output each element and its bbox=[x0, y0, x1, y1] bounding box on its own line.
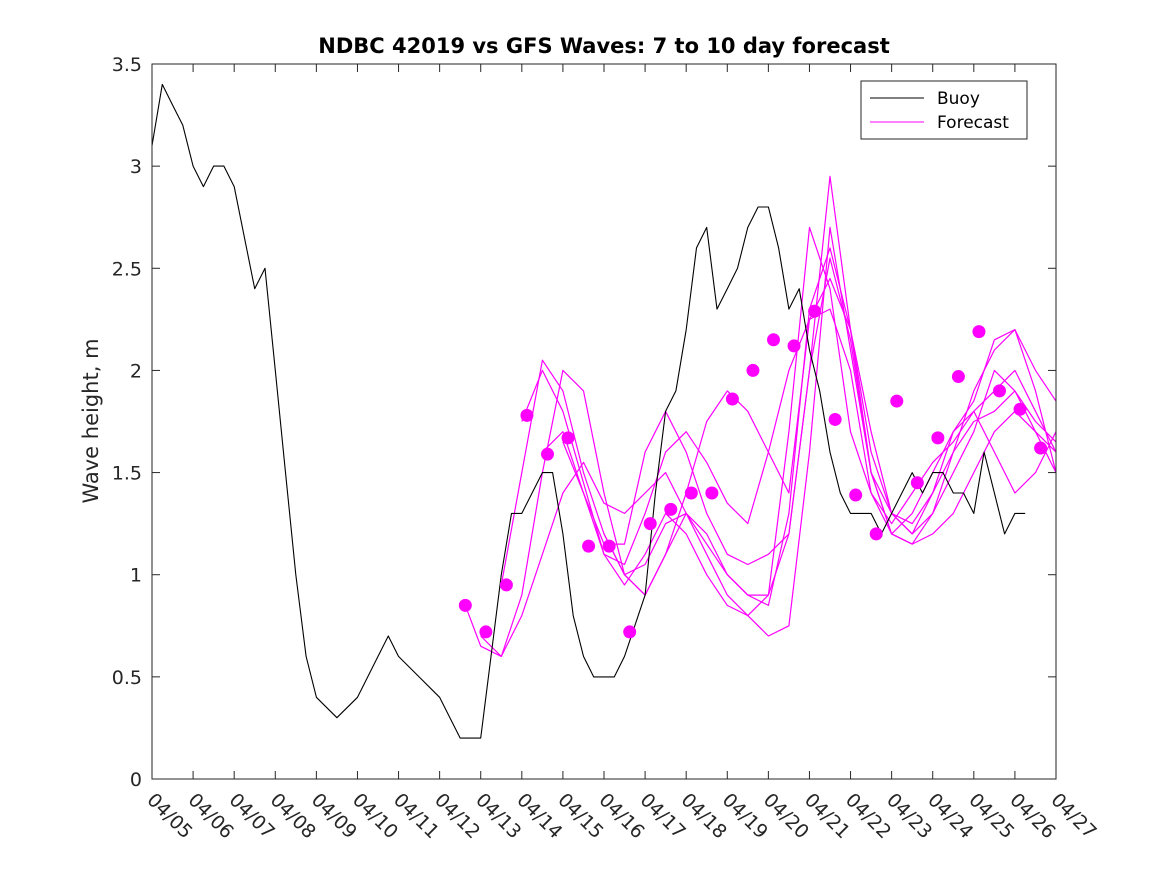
forecast-marker bbox=[767, 333, 780, 347]
forecast-marker bbox=[602, 539, 616, 553]
forecast-marker bbox=[910, 476, 924, 490]
forecast-line bbox=[562, 257, 1057, 566]
forecast-marker bbox=[541, 447, 554, 461]
y-tick-label: 3.5 bbox=[112, 54, 142, 76]
plot-area bbox=[152, 64, 1056, 779]
forecast-marker bbox=[561, 431, 575, 445]
forecast-marker bbox=[951, 370, 965, 384]
buoy-line bbox=[151, 83, 1026, 739]
forecast-marker bbox=[643, 517, 657, 531]
forecast-marker bbox=[993, 384, 1006, 398]
forecast-marker bbox=[520, 408, 534, 422]
y-tick-label: 0.5 bbox=[112, 667, 142, 689]
y-axis: 0 0.5 1 1.5 2 2.5 3 3.5 bbox=[112, 54, 1056, 791]
buoy-line-group bbox=[151, 83, 1026, 739]
legend-forecast-label: Forecast bbox=[937, 113, 1009, 133]
forecast-line bbox=[603, 277, 1057, 596]
forecast-marker bbox=[664, 502, 678, 516]
forecast-marker bbox=[849, 488, 863, 502]
y-tick-label: 2.5 bbox=[112, 258, 142, 280]
forecast-marker bbox=[582, 539, 596, 553]
y-tick-label: 1.5 bbox=[112, 463, 142, 485]
forecast-marker bbox=[931, 431, 945, 445]
forecast-marker bbox=[869, 527, 883, 541]
forecast-marker bbox=[1013, 402, 1027, 416]
forecast-marker bbox=[808, 304, 822, 318]
chart-title: NDBC 42019 vs GFS Waves: 7 to 10 day for… bbox=[318, 34, 889, 58]
y-axis-label: Wave height, m bbox=[79, 338, 103, 503]
legend-box bbox=[860, 80, 1028, 140]
forecast-lines bbox=[464, 175, 1057, 657]
forecast-marker bbox=[684, 486, 698, 500]
forecast-line bbox=[464, 226, 1057, 657]
forecast-marker bbox=[787, 339, 801, 353]
y-tick-label: 0 bbox=[130, 769, 142, 791]
forecast-marker bbox=[972, 325, 986, 339]
forecast-marker bbox=[890, 394, 904, 408]
forecast-markers bbox=[458, 304, 1048, 639]
legend: Buoy Forecast bbox=[860, 80, 1028, 140]
y-tick-label: 2 bbox=[130, 360, 142, 382]
forecast-marker bbox=[705, 486, 719, 500]
forecast-marker bbox=[746, 363, 760, 377]
forecast-marker bbox=[828, 412, 842, 426]
forecast-marker bbox=[725, 392, 739, 406]
forecast-line bbox=[521, 226, 1057, 617]
forecast-line bbox=[500, 247, 1057, 606]
legend-buoy-label: Buoy bbox=[937, 89, 980, 109]
y-tick-label: 1 bbox=[130, 565, 142, 587]
forecast-marker bbox=[499, 578, 513, 592]
forecast-marker bbox=[623, 625, 637, 639]
forecast-marker bbox=[458, 598, 472, 612]
forecast-marker bbox=[1034, 441, 1048, 455]
y-tick-label: 3 bbox=[130, 156, 142, 178]
forecast-marker bbox=[479, 625, 493, 639]
